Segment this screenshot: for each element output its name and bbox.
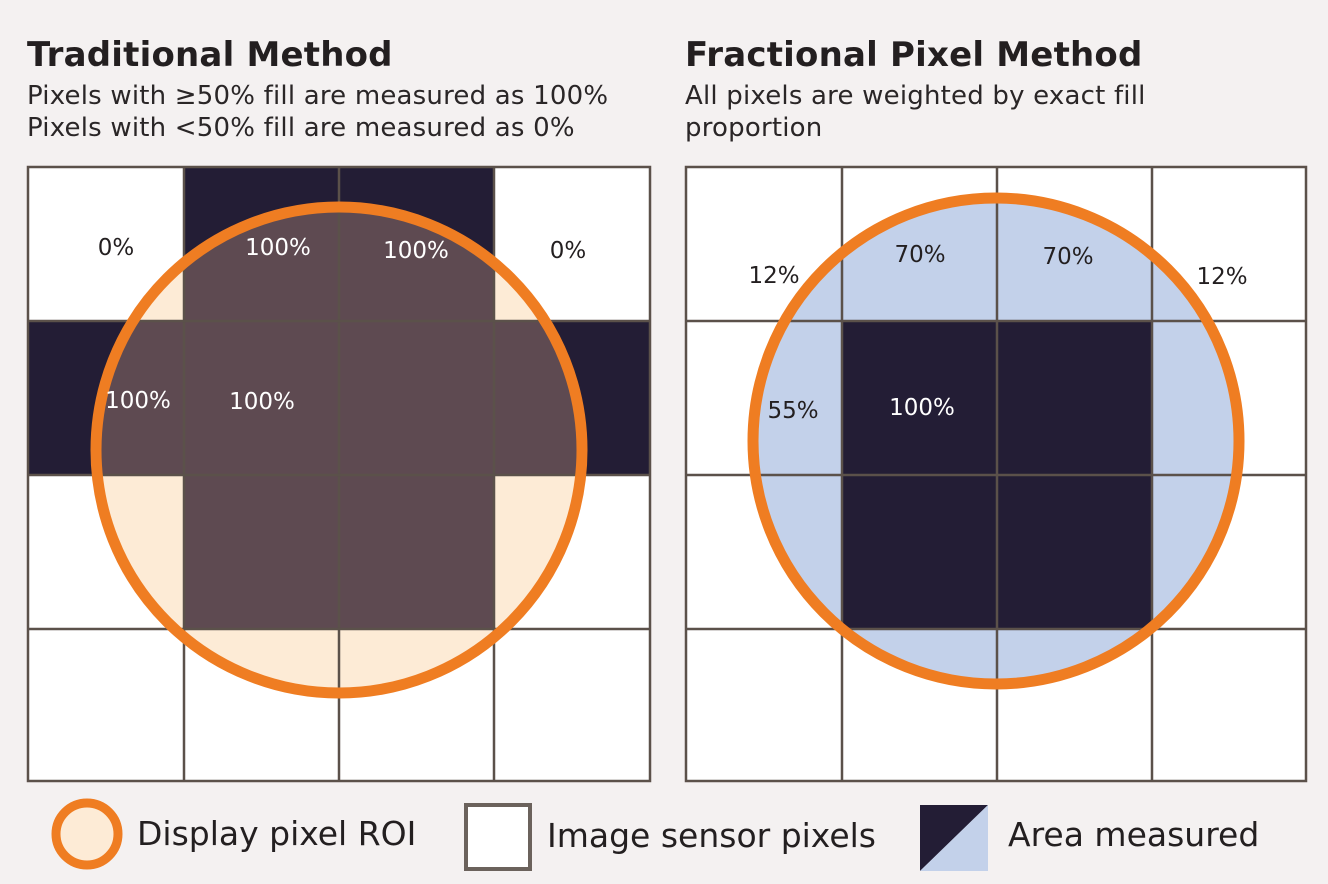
fractional-rule-line-2: proportion [685,113,823,143]
traditional-label-top-mid-right: 100% [383,238,449,264]
fractional-label-top-mid-right: 70% [1042,244,1093,270]
traditional-method-title: Traditional Method [27,35,393,75]
legend-sensor-label: Image sensor pixels [547,816,876,855]
fractional-label-top-left: 12% [748,263,799,289]
roi-legend-icon [51,798,123,870]
fractional-method-title: Fractional Pixel Method [685,35,1143,75]
traditional-label-mid-inner: 100% [229,389,295,415]
fractional-label-top-right: 12% [1196,264,1247,290]
legend-roi-label: Display pixel ROI [137,814,417,853]
sensor-pixel-legend-icon [464,803,532,871]
traditional-roi-circle [90,201,588,699]
fractional-pixel-grid: 12% 70% 70% 12% 55% 100% [684,165,1308,783]
traditional-rule-line-1: Pixels with ≥50% fill are measured as 10… [27,81,609,111]
fractional-label-mid-inner: 100% [889,395,955,421]
traditional-label-top-right: 0% [550,238,587,264]
fractional-label-top-mid-left: 70% [894,242,945,268]
traditional-rule-line-2: Pixels with <50% fill are measured as 0% [27,113,575,143]
traditional-label-top-left: 0% [98,235,135,261]
legend [51,798,988,871]
traditional-label-top-mid-left: 100% [245,235,311,261]
traditional-method-header: Traditional Method Pixels with ≥50% fill… [27,30,667,144]
legend-area-label: Area measured [1008,815,1260,854]
fractional-method-header: Fractional Pixel Method All pixels are w… [685,30,1305,144]
area-measured-light-icon [920,805,988,871]
fractional-rule-line-1: All pixels are weighted by exact fill [685,81,1146,111]
traditional-pixel-grid: 0% 100% 100% 0% 100% 100% [26,165,652,783]
fractional-roi-circle [747,192,1245,690]
fractional-label-mid-left: 55% [767,398,818,424]
traditional-label-mid-left: 100% [105,388,171,414]
